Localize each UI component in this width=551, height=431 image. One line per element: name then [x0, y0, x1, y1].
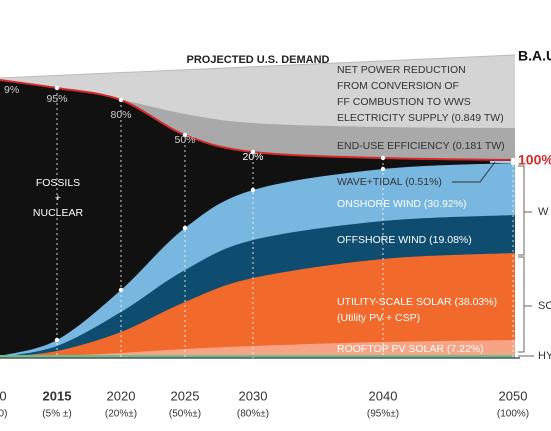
end-use: END-USE EFFICIENCY (0.181 TW) — [337, 140, 505, 152]
share-label: (20%±) — [105, 409, 137, 420]
rooftop: ROOFTOP PV SOLAR (7.22%) — [337, 343, 484, 355]
hydro-area — [0, 355, 515, 358]
right-label: W — [538, 206, 549, 218]
labels: PROJECTED U.S. DEMAND B.A.U 100% NET POWER … — [0, 48, 551, 420]
onshore: ONSHORE WIND (30.92%) — [337, 198, 467, 210]
wind-bracket — [518, 165, 532, 256]
red-dot — [250, 149, 256, 155]
bau-label: B.A.U — [518, 48, 551, 64]
utility: UTILITY-SCALE SOLAR (38.03%) — [337, 296, 497, 308]
share-label: (100%) — [497, 409, 529, 420]
share-label: (80%±) — [237, 409, 269, 420]
renewable-dot — [118, 287, 124, 293]
curve-label: 9% — [4, 84, 19, 96]
year-label: 2050 — [499, 388, 528, 403]
red-dot — [380, 155, 386, 161]
fossils: + — [55, 192, 61, 204]
utility-sub: (Utility PV + CSP) — [337, 312, 420, 324]
renewable-dot — [54, 337, 60, 343]
net-reduction: FROM CONVERSION OF — [337, 80, 459, 92]
red-dot — [182, 132, 188, 138]
year-label: 2025 — [171, 388, 200, 403]
utility-solar-area — [0, 253, 515, 358]
right-label: SO — [538, 300, 551, 312]
curve-label: 50% — [174, 134, 195, 146]
year-label: 2030 — [239, 388, 268, 403]
hundred-label: 100% — [518, 152, 551, 168]
bau-line — [0, 54, 516, 79]
renewable-dot — [182, 225, 188, 231]
wave-pointer — [452, 161, 496, 183]
year-label: 2020 — [107, 388, 136, 403]
renewable-dot — [510, 160, 516, 166]
curve-label: 20% — [242, 151, 263, 163]
red-line — [0, 79, 516, 161]
solar-bracket — [518, 256, 532, 353]
year-label: 0 — [0, 388, 7, 403]
share-label: (95%±) — [367, 409, 399, 420]
title: PROJECTED U.S. DEMAND — [186, 54, 329, 66]
curve-label: 80% — [110, 109, 131, 121]
renewable-dot — [250, 187, 256, 193]
share-label: (50%±) — [169, 409, 201, 420]
year-label: 2015 — [43, 388, 72, 403]
areas — [0, 54, 520, 359]
share-label: (5% ±) — [42, 409, 71, 420]
red-dot — [118, 97, 124, 103]
right-label: HY — [538, 350, 551, 362]
wave: WAVE+TIDAL (0.51%) — [337, 176, 442, 188]
renewable-dot — [380, 166, 386, 172]
curve-label: 95% — [46, 93, 67, 105]
fossils: NUCLEAR — [33, 207, 84, 219]
fossils: FOSSILS — [36, 177, 80, 189]
net-reduction: ELECTRICITY SUPPLY (0.849 TW) — [337, 112, 504, 124]
rooftop-area — [0, 340, 515, 358]
wave-area — [490, 161, 515, 163]
net-reduction: NET POWER REDUCTION — [337, 64, 466, 76]
red-dot — [54, 85, 60, 91]
share-label: 0) — [0, 409, 7, 420]
offshore: OFFSHORE WIND (19.08%) — [337, 234, 472, 246]
year-label: 2040 — [369, 388, 398, 403]
net-reduction: FF COMBUSTION TO WWS — [337, 96, 471, 108]
guides — [54, 85, 534, 358]
